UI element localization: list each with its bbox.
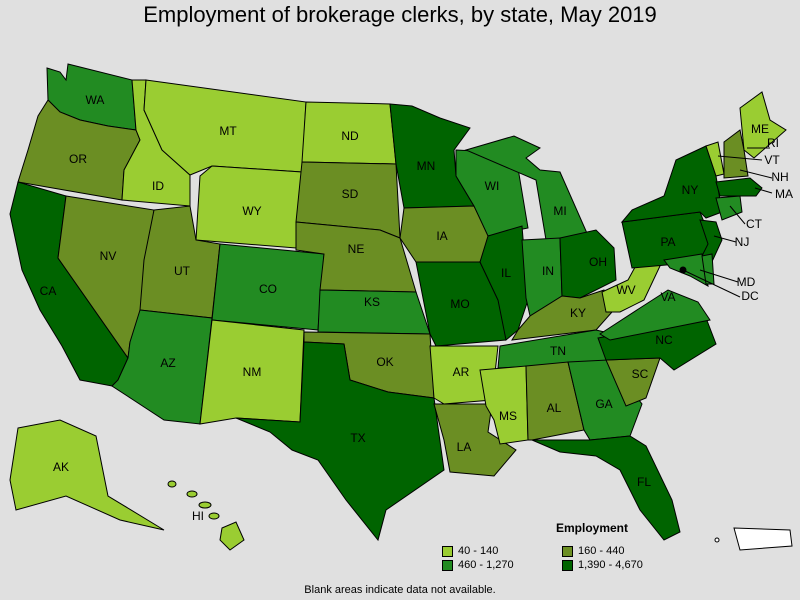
state-al <box>525 361 585 441</box>
state-label-nj: NJ <box>735 235 750 249</box>
state-label-ne: NE <box>348 242 365 256</box>
state-ny <box>620 145 723 223</box>
state-tx <box>235 341 445 542</box>
state-label-sd: SD <box>342 187 359 201</box>
state-label-ut: UT <box>174 264 191 278</box>
legend-item: 40 - 140 <box>442 545 562 557</box>
state-label-mt: MT <box>219 124 237 138</box>
state-label-ca: CA <box>40 284 57 298</box>
map-title: Employment of brokerage clerks, by state… <box>143 2 657 27</box>
state-label-wv: WV <box>616 283 635 297</box>
state-label-al: AL <box>547 401 562 415</box>
state-label-hi: HI <box>192 509 204 523</box>
state-oh <box>559 229 617 299</box>
state-label-ar: AR <box>453 365 470 379</box>
state-ar <box>429 345 499 405</box>
legend: Employment 40 - 140 160 - 440 460 - 1,27… <box>442 521 702 571</box>
state-label-me: ME <box>751 122 769 136</box>
legend-swatch <box>562 559 573 571</box>
state-label-ks: KS <box>364 295 380 309</box>
state-fl <box>531 435 681 541</box>
state-label-dc: DC <box>741 289 759 303</box>
state-label-ri: RI <box>767 136 779 150</box>
state-nh <box>723 129 749 179</box>
state-de <box>701 253 715 285</box>
legend-swatch <box>442 545 453 557</box>
state-label-il: IL <box>501 266 511 280</box>
hawaii-small-islands <box>167 480 220 520</box>
state-wy <box>195 165 303 249</box>
legend-item: 460 - 1,270 <box>442 559 562 571</box>
state-label-nh: NH <box>771 170 788 184</box>
state-label-vt: VT <box>764 153 780 167</box>
state-label-nd: ND <box>341 129 359 143</box>
state-mn <box>389 103 475 209</box>
state-ak <box>9 419 165 531</box>
state-label-mi: MI <box>553 204 566 218</box>
state-hi <box>219 521 245 551</box>
state-label-ny: NY <box>682 183 699 197</box>
state-label-nc: NC <box>655 333 673 347</box>
state-va <box>599 289 711 341</box>
state-label-nm: NM <box>243 365 262 379</box>
state-ma <box>715 177 763 197</box>
state-label-ma: MA <box>775 187 793 201</box>
legend-swatch <box>562 545 573 557</box>
state-label-id: ID <box>152 179 164 193</box>
legend-label: 460 - 1,270 <box>458 559 514 571</box>
state-label-la: LA <box>457 440 472 454</box>
state-label-sc: SC <box>632 367 649 381</box>
state-label-wa: WA <box>86 93 105 107</box>
state-label-mn: MN <box>417 159 436 173</box>
legend-swatch <box>442 559 453 571</box>
state-label-ak: AK <box>53 460 69 474</box>
state-wv <box>601 257 661 313</box>
state-mi <box>464 135 591 241</box>
state-callout-lines <box>679 147 773 298</box>
state-label-va: VA <box>660 290 675 304</box>
state-label-nv: NV <box>100 249 117 263</box>
footnote: Blank areas indicate data not available. <box>304 584 496 596</box>
state-label-ct: CT <box>746 217 763 231</box>
legend-title: Employment <box>555 521 628 535</box>
state-label-ok: OK <box>376 355 393 369</box>
state-label-or: OR <box>69 152 87 166</box>
state-il <box>479 225 529 341</box>
state-label-tn: TN <box>550 344 566 358</box>
state-label-in: IN <box>542 264 554 278</box>
legend-label: 160 - 440 <box>578 545 625 557</box>
legend-item: 160 - 440 <box>562 545 692 557</box>
state-label-ms: MS <box>499 409 517 423</box>
state-ky <box>511 289 613 341</box>
state-label-wi: WI <box>485 179 500 193</box>
state-label-mo: MO <box>450 297 469 311</box>
state-label-md: MD <box>737 275 756 289</box>
state-ct <box>715 195 743 221</box>
legend-label: 40 - 140 <box>458 545 499 557</box>
state-label-oh: OH <box>589 255 607 269</box>
state-label-ky: KY <box>570 306 586 320</box>
state-label-ia: IA <box>436 229 447 243</box>
state-label-fl: FL <box>637 475 651 489</box>
state-label-ga: GA <box>595 397 612 411</box>
legend-label: 1,390 - 4,670 <box>578 559 643 571</box>
puerto-rico-blank <box>714 527 793 551</box>
state-label-az: AZ <box>160 356 175 370</box>
state-label-co: CO <box>259 282 277 296</box>
state-label-wy: WY <box>242 204 261 218</box>
state-label-pa: PA <box>660 235 675 249</box>
legend-item: 1,390 - 4,670 <box>562 559 692 571</box>
state-label-tx: TX <box>350 431 365 445</box>
